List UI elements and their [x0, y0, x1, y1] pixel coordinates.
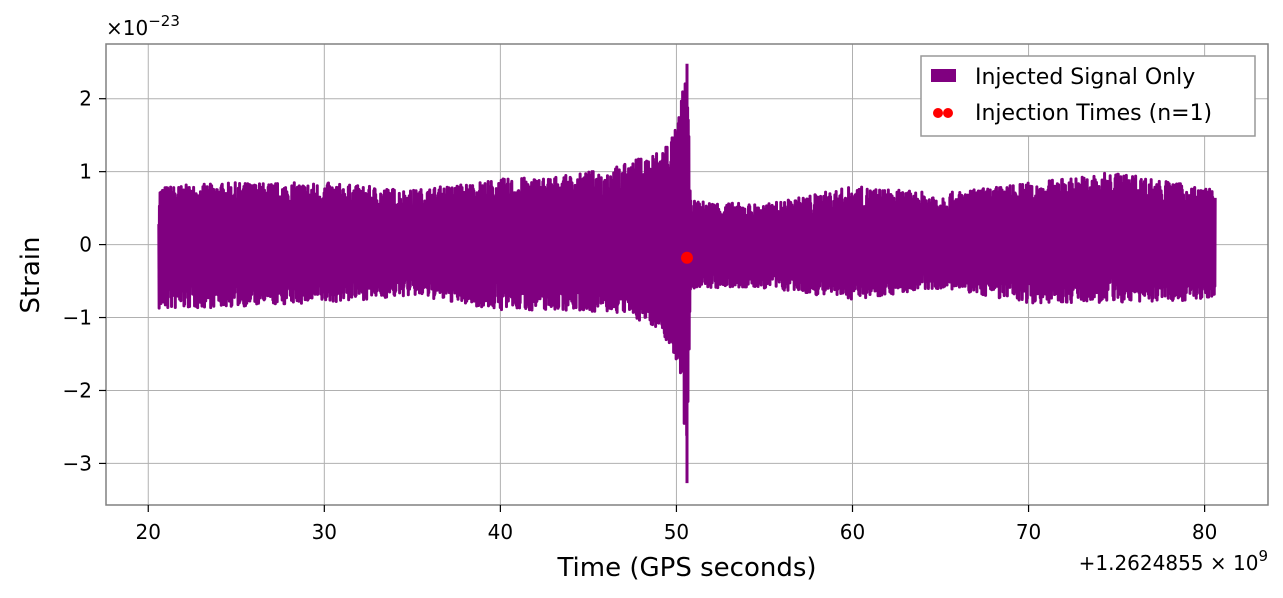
x-tick-label: 30: [312, 520, 337, 544]
y-tick-label: 2: [79, 87, 92, 111]
x-axis-label: Time (GPS seconds): [556, 553, 816, 583]
x-tick-label: 70: [1016, 520, 1041, 544]
x-tick-label: 50: [664, 520, 689, 544]
legend: Injected Signal Only Injection Times (n=…: [920, 55, 1256, 137]
y-tick-label: −1: [63, 306, 92, 330]
x-tick-label: 20: [136, 520, 161, 544]
legend-label-injected-signal: Injected Signal Only: [975, 65, 1195, 90]
y-tick-label: −2: [63, 378, 92, 402]
y-axis-ticks: 2 1 0 −1 −2 −3: [63, 87, 106, 475]
series-layer: [157, 63, 1217, 484]
plot-frame: [105, 43, 1269, 506]
x-tick-label: 60: [840, 520, 865, 544]
x-axis-ticks: 20 30 40 50 60 70 80: [136, 505, 1217, 544]
legend-label-injection-times: Injection Times (n=1): [975, 101, 1212, 126]
x-offset-label: +1.2624855 × 109: [1079, 547, 1268, 575]
injection-time-point: [681, 251, 693, 264]
y-axis-label: Strain: [16, 236, 46, 313]
x-tick-label: 40: [488, 520, 513, 544]
x-tick-label: 80: [1192, 520, 1217, 544]
y-tick-label: 0: [79, 233, 92, 257]
y-scale-factor: ×10−23: [106, 12, 180, 40]
series-injected-signal-line: [157, 63, 1217, 484]
legend-marker-injection-times-2: [943, 108, 953, 118]
legend-swatch-injected-signal: [931, 69, 956, 82]
y-tick-label: −3: [63, 451, 92, 475]
legend-marker-injection-times-1: [933, 108, 943, 118]
legend-frame: [920, 55, 1256, 137]
y-tick-label: 1: [79, 160, 92, 184]
